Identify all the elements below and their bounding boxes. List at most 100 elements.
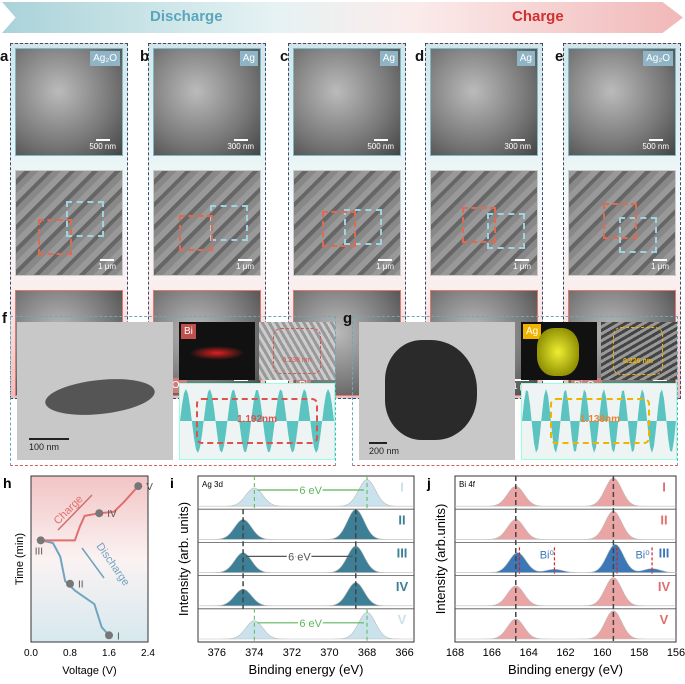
panel-label-b: b (140, 48, 150, 65)
sem-image-overview: 1 μm (430, 170, 538, 276)
discharge-arrow (81, 547, 105, 579)
hrtem-image: 0.238 nm (259, 322, 335, 380)
sem-image-top: Ag 300 nm (430, 48, 538, 156)
panel-label-i: i (170, 475, 174, 491)
zoom-box-ag (619, 217, 657, 253)
x-tick-label: 1.6 (102, 648, 116, 659)
state-label: V (398, 612, 407, 627)
panel-label-j: j (426, 475, 431, 491)
scale-bar: 500 nm (367, 139, 394, 151)
zoom-box-ag (210, 205, 248, 241)
tem-panel-f: 100 nm Bi 0.238 nm 1.192nm (10, 316, 336, 466)
eds-map-bi: Bi (179, 322, 255, 380)
y-axis-label: Time (min) (14, 533, 26, 585)
phase-tag: Ag₂O (90, 51, 120, 66)
scale-bar: 1 μm (98, 259, 116, 271)
phase-tag: Ag (516, 51, 535, 66)
state-label: II (78, 580, 84, 591)
line-profile: 1.192nm (179, 383, 335, 460)
bi0-label: Bi⁰ (540, 549, 555, 561)
x-axis-label: Binding energy (eV) (249, 662, 364, 677)
period-label: 1.138nm (550, 398, 650, 444)
plot-frame (454, 475, 677, 643)
profile-wave (180, 389, 334, 453)
spectrum-II (198, 509, 414, 540)
x-tick-label: 0.0 (24, 648, 38, 659)
shift-label: 6 eV (299, 618, 322, 630)
x-tick-label: 158 (630, 647, 648, 659)
x-tick-label: 374 (245, 647, 263, 659)
shift-label: 6 eV (299, 485, 322, 497)
scale-bar: 1 μm (651, 259, 669, 271)
spectrum-IV (198, 582, 414, 607)
state-label: V (660, 612, 669, 627)
panel-label-f: f (2, 310, 7, 327)
scale-bar: 1 μm (513, 259, 531, 271)
sem-image-overview: 1 μm (293, 170, 401, 276)
period-label: 1.192nm (196, 398, 318, 444)
line-profile: 1.138nm (521, 383, 677, 460)
panel-label-c: c (280, 48, 289, 65)
scale-bar: 1 μm (236, 259, 254, 271)
phase-tag: Ag₂O (643, 51, 673, 66)
x-tick-label: 370 (320, 647, 338, 659)
map-tag: Bi (181, 324, 196, 339)
sem-image-top: Ag₂O 500 nm (15, 48, 123, 156)
state-point-II (66, 579, 74, 588)
sem-image-overview: 1 μm (568, 170, 676, 276)
state-label: I (662, 479, 666, 494)
tem-image: 100 nm (17, 322, 173, 460)
scale-bar: 500 nm (89, 139, 116, 151)
panel-label-h: h (3, 475, 12, 491)
state-label: II (398, 512, 405, 527)
sem-image-top: Ag₂O 500 nm (568, 48, 676, 156)
x-tick-label: 368 (358, 647, 376, 659)
state-label: I (400, 479, 404, 494)
scale-bar: 100 nm (29, 438, 69, 452)
eds-map-ag: Ag (521, 322, 597, 380)
map-tag: Ag (523, 324, 542, 339)
element-label: Ag 3d (202, 480, 223, 489)
state-label: IV (107, 509, 117, 520)
x-tick-label: 376 (208, 647, 226, 659)
ag-signal (537, 328, 579, 376)
panel-label-a: a (0, 48, 9, 65)
zoom-box-ag (487, 213, 525, 249)
state-label: IV (396, 579, 409, 594)
spectrum-II (455, 510, 676, 540)
particle (43, 374, 157, 420)
scale-bar: 500 nm (642, 139, 669, 151)
state-label: III (659, 546, 670, 561)
state-point-I (105, 631, 113, 640)
sem-image-overview: 1 μm (15, 170, 123, 276)
phase-tag: Ag (239, 51, 258, 66)
x-tick-label: 166 (483, 647, 501, 659)
spectrum-I (455, 477, 676, 507)
y-axis-label: Intensity (arb.units) (433, 504, 448, 615)
state-label: V (146, 482, 153, 493)
spectrum-V (198, 612, 414, 640)
sem-image-overview: 1 μm (153, 170, 261, 276)
zoom-box-ag (344, 209, 382, 245)
zoom-box-bi (603, 203, 637, 239)
zoom-box-bi (462, 207, 496, 243)
state-label: III (35, 546, 43, 557)
tem-panel-g: 200 nm Ag 0.226 nm 1.138nm (352, 316, 678, 466)
spectrum-III (198, 545, 414, 573)
spectrum-V (455, 610, 676, 640)
sem-image-top: Ag 500 nm (293, 48, 401, 156)
spectrum-I (198, 479, 414, 507)
bi-signal (189, 346, 245, 360)
banner-discharge: Discharge (150, 8, 223, 25)
scale-bar: 200 nm (369, 442, 399, 456)
x-tick-label: 162 (556, 647, 574, 659)
phase-tag: Ag (379, 51, 398, 66)
x-tick-label: 366 (395, 647, 413, 659)
state-label: I (117, 631, 120, 642)
x-tick-label: 372 (283, 647, 301, 659)
zoom-box-bi (38, 219, 72, 255)
d-spacing-label: 0.238 nm (273, 328, 321, 374)
x-tick-label: 168 (446, 647, 464, 659)
state-point-V (134, 482, 143, 491)
